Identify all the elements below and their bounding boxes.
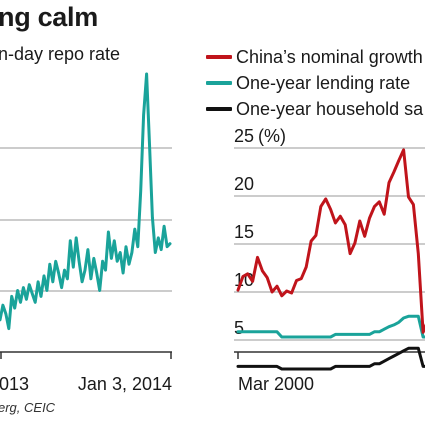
legend-swatch-nominal-growth (206, 55, 232, 59)
household-savings-line (236, 346, 425, 371)
growth-y-tick-label: 5 (234, 318, 244, 338)
repo-x-tick-label: 013 (0, 374, 29, 394)
legend-label-household-savings: One-year household sa (236, 99, 424, 119)
repo-rate-line (0, 72, 172, 331)
legend-item-nominal-growth: China’s nominal growth (206, 44, 423, 70)
repo-chart-title: n-day repo rate (0, 44, 121, 64)
growth-y-unit-label: (%) (258, 126, 286, 146)
legend-swatch-household-savings (206, 107, 232, 111)
growth-x-tick-label: Mar 2000 (238, 374, 314, 394)
nominal-growth-line (236, 148, 425, 334)
repo-x-tick-label: Jan 3, 2014 (78, 374, 172, 394)
growth-rates-chart: Mar 2000 25 (%) 20 15 10 5 (234, 126, 425, 394)
source-note: erg, CEIC (0, 400, 56, 415)
repo-rate-chart: 013 Jan 3, 2014 (0, 72, 172, 394)
legend-item-household-savings: One-year household sa (206, 96, 423, 122)
legend-label-lending-rate: One-year lending rate (236, 73, 411, 93)
legend-item-lending-rate: One-year lending rate (206, 70, 423, 96)
growth-y-tick-label: 20 (234, 174, 254, 194)
lending-rate-line (236, 314, 425, 339)
growth-chart-legend: China’s nominal growth One-year lending … (206, 44, 423, 122)
growth-y-tick-label: 15 (234, 222, 254, 242)
headline: ng calm (0, 2, 98, 32)
legend-swatch-lending-rate (206, 81, 232, 85)
growth-y-tick-label: 25 (234, 126, 254, 146)
legend-label-nominal-growth: China’s nominal growth (236, 47, 423, 67)
